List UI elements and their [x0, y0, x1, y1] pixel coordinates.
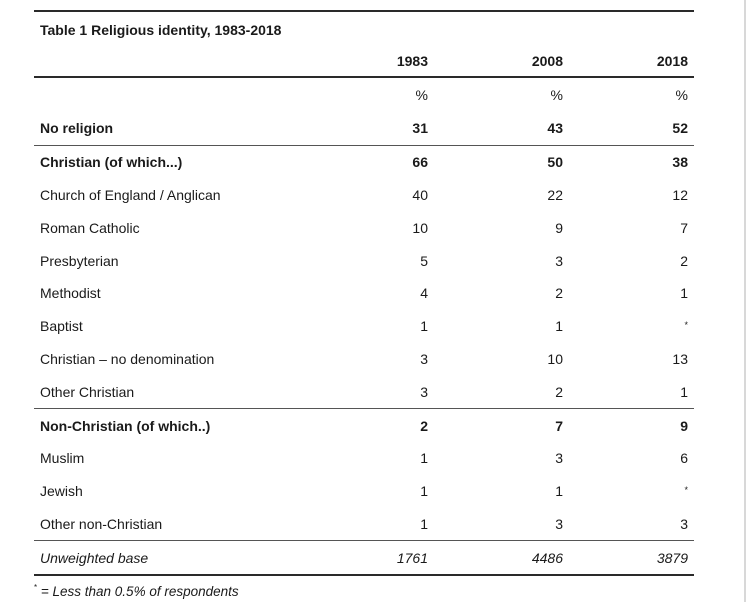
table-row: Other Christian 3 2 1 — [34, 375, 694, 408]
table-row: Non-Christian (of which..) 2 7 9 — [34, 408, 694, 442]
row-label: Roman Catholic — [40, 219, 140, 236]
row-label: Other non-Christian — [40, 515, 163, 532]
row-label: Church of England / Anglican — [40, 186, 221, 203]
footnote-marker: * — [34, 583, 38, 593]
column-header-2008: 2008 — [434, 46, 569, 78]
table-row: Baptist 1 1 * — [34, 310, 694, 343]
value-cell: 22 — [547, 186, 563, 203]
value-cell: 6 — [680, 450, 688, 467]
value-cell: * — [569, 475, 694, 508]
value-cell: 1 — [420, 450, 428, 467]
row-label: Christian – no denomination — [40, 350, 215, 367]
table-title: Table 1 Religious identity, 1983-2018 — [40, 22, 282, 38]
value-cell: 3 — [420, 350, 428, 367]
table-row: Muslim 1 3 6 — [34, 442, 694, 475]
value-cell: 52 — [672, 120, 688, 137]
row-label: Methodist — [40, 285, 101, 302]
value-cell: 3 — [555, 515, 563, 532]
value-cell: 2 — [334, 408, 434, 442]
value-cell: 13 — [672, 350, 688, 367]
value-cell: 1 — [420, 483, 428, 500]
value-cell: 7 — [680, 219, 688, 236]
top-rule — [34, 10, 694, 12]
table-row: Church of England / Anglican 40 22 12 — [34, 179, 694, 212]
table-row: Jewish 1 1 * — [34, 475, 694, 508]
value-cell: 40 — [412, 186, 428, 203]
value-cell: 3 — [555, 450, 563, 467]
value-cell: 2 — [555, 285, 563, 302]
table-row: Christian (of which...) 66 50 38 — [34, 144, 694, 179]
base-2008: 4486 — [434, 540, 569, 577]
value-cell: 5 — [420, 252, 428, 269]
value-cell: 10 — [547, 350, 563, 367]
value-cell: 10 — [412, 219, 428, 236]
value-cell: 3 — [555, 252, 563, 269]
value-cell: 12 — [672, 186, 688, 203]
value-cell: 9 — [569, 408, 694, 442]
row-label: Presbyterian — [40, 252, 119, 269]
value-cell: 50 — [434, 144, 569, 179]
footnote-text: = Less than 0.5% of respondents — [37, 584, 239, 600]
value-cell: 1 — [555, 483, 563, 500]
row-label: Baptist — [40, 318, 83, 335]
value-cell: 2 — [555, 383, 563, 400]
column-header-2018: 2018 — [569, 46, 694, 78]
base-1983: 1761 — [334, 540, 434, 577]
unit-2008: % — [550, 87, 563, 103]
unit-2018: % — [675, 87, 688, 103]
value-cell: 3 — [420, 383, 428, 400]
table-row: Christian – no denomination 3 10 13 — [34, 343, 694, 376]
units-row: % % % — [34, 77, 694, 112]
row-label: Other Christian — [40, 383, 135, 400]
table-row: Methodist 4 2 1 — [34, 277, 694, 310]
value-cell: 9 — [555, 219, 563, 236]
row-label: Christian (of which...) — [34, 144, 334, 179]
value-cell: 1 — [680, 383, 688, 400]
base-label: Unweighted base — [34, 540, 334, 577]
value-cell: 3 — [680, 515, 688, 532]
row-label: No religion — [40, 120, 114, 137]
value-cell: 1 — [420, 318, 428, 335]
table-row: No religion 31 43 52 — [34, 112, 694, 145]
value-cell: 66 — [334, 144, 434, 179]
asterisk-marker: * — [684, 320, 688, 331]
religious-identity-table: 1983 2008 2018 % % % No religion 31 43 52 Ch… — [34, 46, 694, 577]
value-cell: * — [569, 310, 694, 343]
unweighted-base-row: Unweighted base 1761 4486 3879 — [34, 540, 694, 577]
header-row: 1983 2008 2018 — [34, 46, 694, 78]
page-edge-bar — [744, 0, 746, 602]
religious-identity-table-panel: Table 1 Religious identity, 1983-2018 19… — [34, 10, 694, 599]
value-cell: 1 — [555, 318, 563, 335]
row-label: Jewish — [40, 483, 83, 500]
table-row: Presbyterian 5 3 2 — [34, 244, 694, 277]
value-cell: 2 — [680, 252, 688, 269]
value-cell: 7 — [434, 408, 569, 442]
column-header-1983: 1983 — [334, 46, 434, 78]
value-cell: 1 — [420, 515, 428, 532]
asterisk-marker: * — [684, 485, 688, 496]
row-label: Muslim — [40, 450, 85, 467]
base-2018: 3879 — [569, 540, 694, 577]
footnote: * = Less than 0.5% of respondents — [34, 576, 694, 599]
table-row: Other non-Christian 1 3 3 — [34, 508, 694, 541]
value-cell: 43 — [547, 120, 563, 137]
row-label: Non-Christian (of which..) — [34, 408, 334, 442]
table-row: Roman Catholic 10 9 7 — [34, 211, 694, 244]
header-label-cell — [34, 46, 334, 78]
value-cell: 1 — [680, 285, 688, 302]
value-cell: 38 — [569, 144, 694, 179]
unit-1983: % — [415, 87, 428, 103]
value-cell: 31 — [412, 120, 428, 137]
value-cell: 4 — [420, 285, 428, 302]
